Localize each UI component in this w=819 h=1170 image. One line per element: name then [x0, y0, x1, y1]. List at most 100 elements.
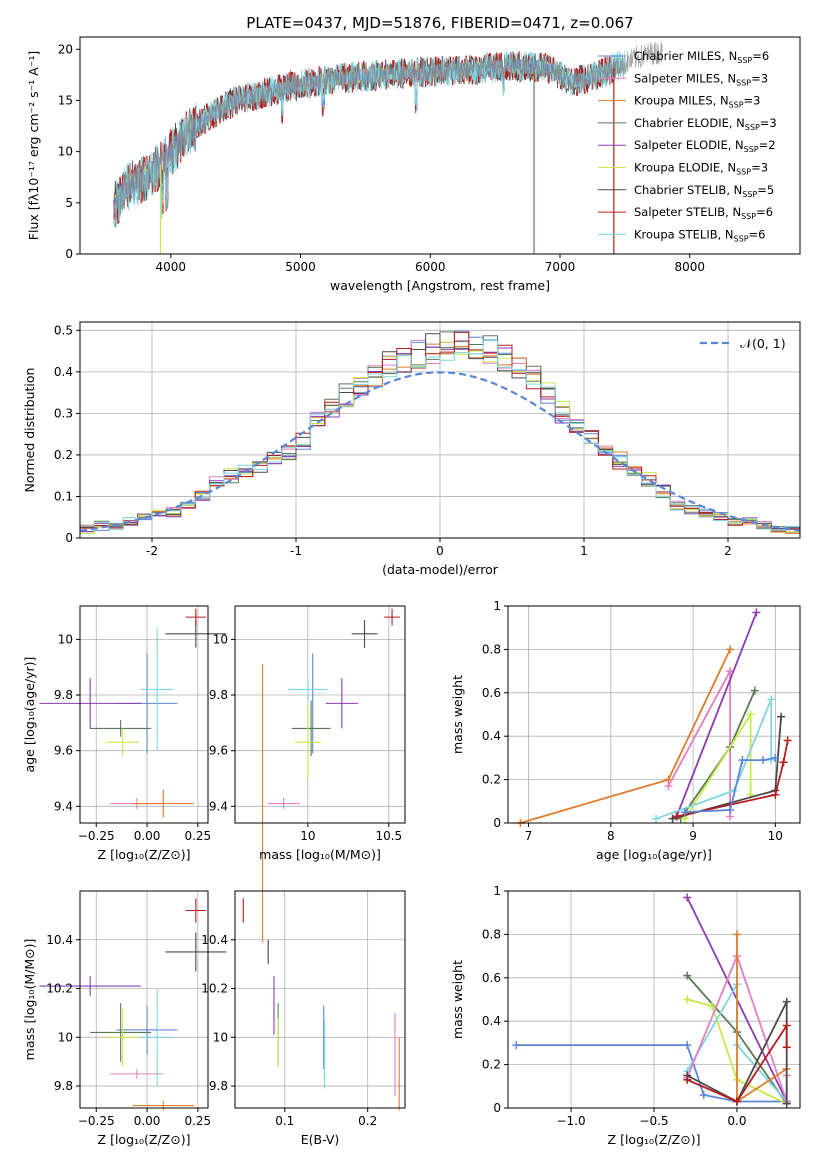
- y-tick-label: 1: [493, 884, 501, 898]
- x-tick-label: 0.2: [358, 1114, 377, 1128]
- y-tick-label: 0.6: [482, 971, 501, 985]
- legend-label: Kroupa STELIB, NSSP=6: [634, 227, 765, 243]
- y-tick-label: 10: [58, 632, 73, 646]
- legend-count: =6: [756, 205, 773, 219]
- weight-line-salpeter-elodie: [675, 612, 758, 817]
- y-tick-label: 0.8: [482, 927, 501, 941]
- mass_vs_Z-xlabel: Z [log₁₀(Z/Z⊙)]: [98, 1132, 191, 1147]
- x-tick-label: −0.5: [639, 1114, 668, 1128]
- x-tick-label: 0.00: [134, 829, 161, 843]
- weight-line-kroupa-stelib: [655, 698, 773, 820]
- mass_vs_Z-ylabel: mass [log₁₀(M/M⊙)]: [22, 939, 37, 1061]
- legend-sub: SSP: [742, 190, 757, 199]
- spectrum-frame: [79, 36, 801, 255]
- y-tick-label: 0.2: [482, 773, 501, 787]
- legend-sub: SSP: [734, 234, 749, 243]
- mass_weight_vs_Z-ylabel: mass weight: [450, 960, 465, 1039]
- y-tick-label: 10.4: [201, 933, 228, 947]
- x-tick-label: 0.1: [275, 1114, 294, 1128]
- legend-label: Chabrier ELODIE, NSSP=3: [634, 116, 777, 132]
- legend-label: Chabrier STELIB, NSSP=5: [634, 183, 774, 199]
- y-tick-label: 0: [65, 247, 73, 261]
- mass_weight_vs_age-frame: [507, 605, 801, 824]
- weight-line-chabrier-miles: [516, 1044, 787, 1103]
- legend-count: =3: [751, 161, 768, 175]
- x-tick-label: 10: [768, 829, 783, 843]
- x-tick-label: 5000: [285, 260, 316, 274]
- y-tick-label: 0.2: [482, 1058, 501, 1072]
- age_vs_Z-ylabel: age [log₁₀(age/yr)]: [22, 657, 37, 773]
- y-tick-label: 10.2: [46, 982, 73, 996]
- legend-label: Chabrier MILES, NSSP=6: [634, 49, 769, 65]
- weight-line-chabrier-stelib: [686, 1001, 788, 1104]
- legend-label: Salpeter ELODIE, NSSP=2: [634, 138, 776, 154]
- x-tick-label: 0.00: [134, 1114, 161, 1128]
- normal-curve: [80, 371, 800, 532]
- legend-count: =6: [749, 227, 766, 241]
- y-tick-label: 0.1: [54, 489, 73, 503]
- mass_vs_EBV-frame: [234, 890, 406, 1109]
- figure-title: PLATE=0437, MJD=51876, FIBERID=0471, z=0…: [246, 14, 633, 32]
- legend-label: Salpeter MILES, NSSP=3: [634, 71, 768, 87]
- x-tick-label: 8: [607, 829, 615, 843]
- x-tick-label: −0.25: [78, 1114, 115, 1128]
- y-tick-label: 1: [493, 599, 501, 613]
- legend-normal-label: 𝒩(0, 1): [740, 336, 786, 351]
- weight-line-chabrier-stelib: [672, 716, 782, 820]
- x-tick-label: 0.25: [184, 1114, 211, 1128]
- histogram-group: [80, 330, 800, 538]
- y-tick-label: 10: [213, 632, 228, 646]
- x-tick-label: 9: [689, 829, 697, 843]
- x-tick-label: 10: [300, 829, 315, 843]
- legend-sub: SSP: [741, 212, 756, 221]
- y-tick-label: 0.2: [54, 448, 73, 462]
- y-tick-label: 9.6: [54, 744, 73, 758]
- legend-count: =3: [751, 71, 768, 85]
- legend-sub: SSP: [744, 145, 759, 154]
- y-tick-label: 9.4: [209, 799, 228, 813]
- y-tick-label: 10.4: [46, 933, 73, 947]
- x-tick-label: 2: [724, 544, 732, 558]
- age_vs_mass-frame: [234, 605, 406, 824]
- y-tick-label: 9.4: [54, 799, 73, 813]
- legend-count: =3: [760, 116, 777, 130]
- y-tick-label: 10: [213, 1030, 228, 1044]
- age_vs_Z-frame: [79, 605, 209, 824]
- spectrum-lines: [113, 41, 663, 254]
- y-tick-label: 0.8: [482, 642, 501, 656]
- x-tick-label: 7000: [545, 260, 576, 274]
- y-tick-label: 9.8: [209, 688, 228, 702]
- mass_weight_vs_Z-xlabel: Z [log₁₀(Z/Z⊙)]: [608, 1132, 701, 1147]
- spectrum-data-line: [113, 41, 663, 224]
- legend-count: =2: [759, 138, 776, 152]
- mass_weight_vs_age-ylabel: mass weight: [450, 675, 465, 754]
- legend-label: Salpeter STELIB, NSSP=6: [634, 205, 773, 221]
- legend-sub: SSP: [737, 56, 752, 65]
- legend-count: =5: [757, 183, 774, 197]
- y-tick-label: 0: [493, 816, 501, 830]
- x-tick-label: 0.0: [727, 1114, 746, 1128]
- residuals-xlabel: (data-model)/error: [382, 562, 499, 577]
- x-tick-label: −1.0: [556, 1114, 585, 1128]
- x-tick-label: 4000: [156, 260, 187, 274]
- residuals-ylabel: Normed distribution: [22, 368, 37, 493]
- legend-count: =6: [752, 49, 769, 63]
- y-tick-label: 0: [65, 531, 73, 545]
- legend-sub: SSP: [745, 123, 760, 132]
- x-tick-label: 8000: [674, 260, 705, 274]
- y-tick-label: 9.6: [209, 744, 228, 758]
- x-tick-label: −0.25: [78, 829, 115, 843]
- x-tick-label: -2: [146, 544, 158, 558]
- y-tick-label: 10: [58, 1030, 73, 1044]
- x-tick-label: 10.5: [375, 829, 402, 843]
- mass_weight_vs_age-xlabel: age [log₁₀(age/yr)]: [596, 847, 712, 862]
- x-tick-label: 1: [580, 544, 588, 558]
- legend-sub: SSP: [736, 78, 751, 87]
- y-tick-label: 0.5: [54, 323, 73, 337]
- weight-line-salpeter-stelib: [676, 740, 789, 818]
- legend-sub: SSP: [736, 168, 751, 177]
- y-tick-label: 0.6: [482, 686, 501, 700]
- x-tick-label: 7: [525, 829, 533, 843]
- legend-sub: SSP: [729, 101, 744, 110]
